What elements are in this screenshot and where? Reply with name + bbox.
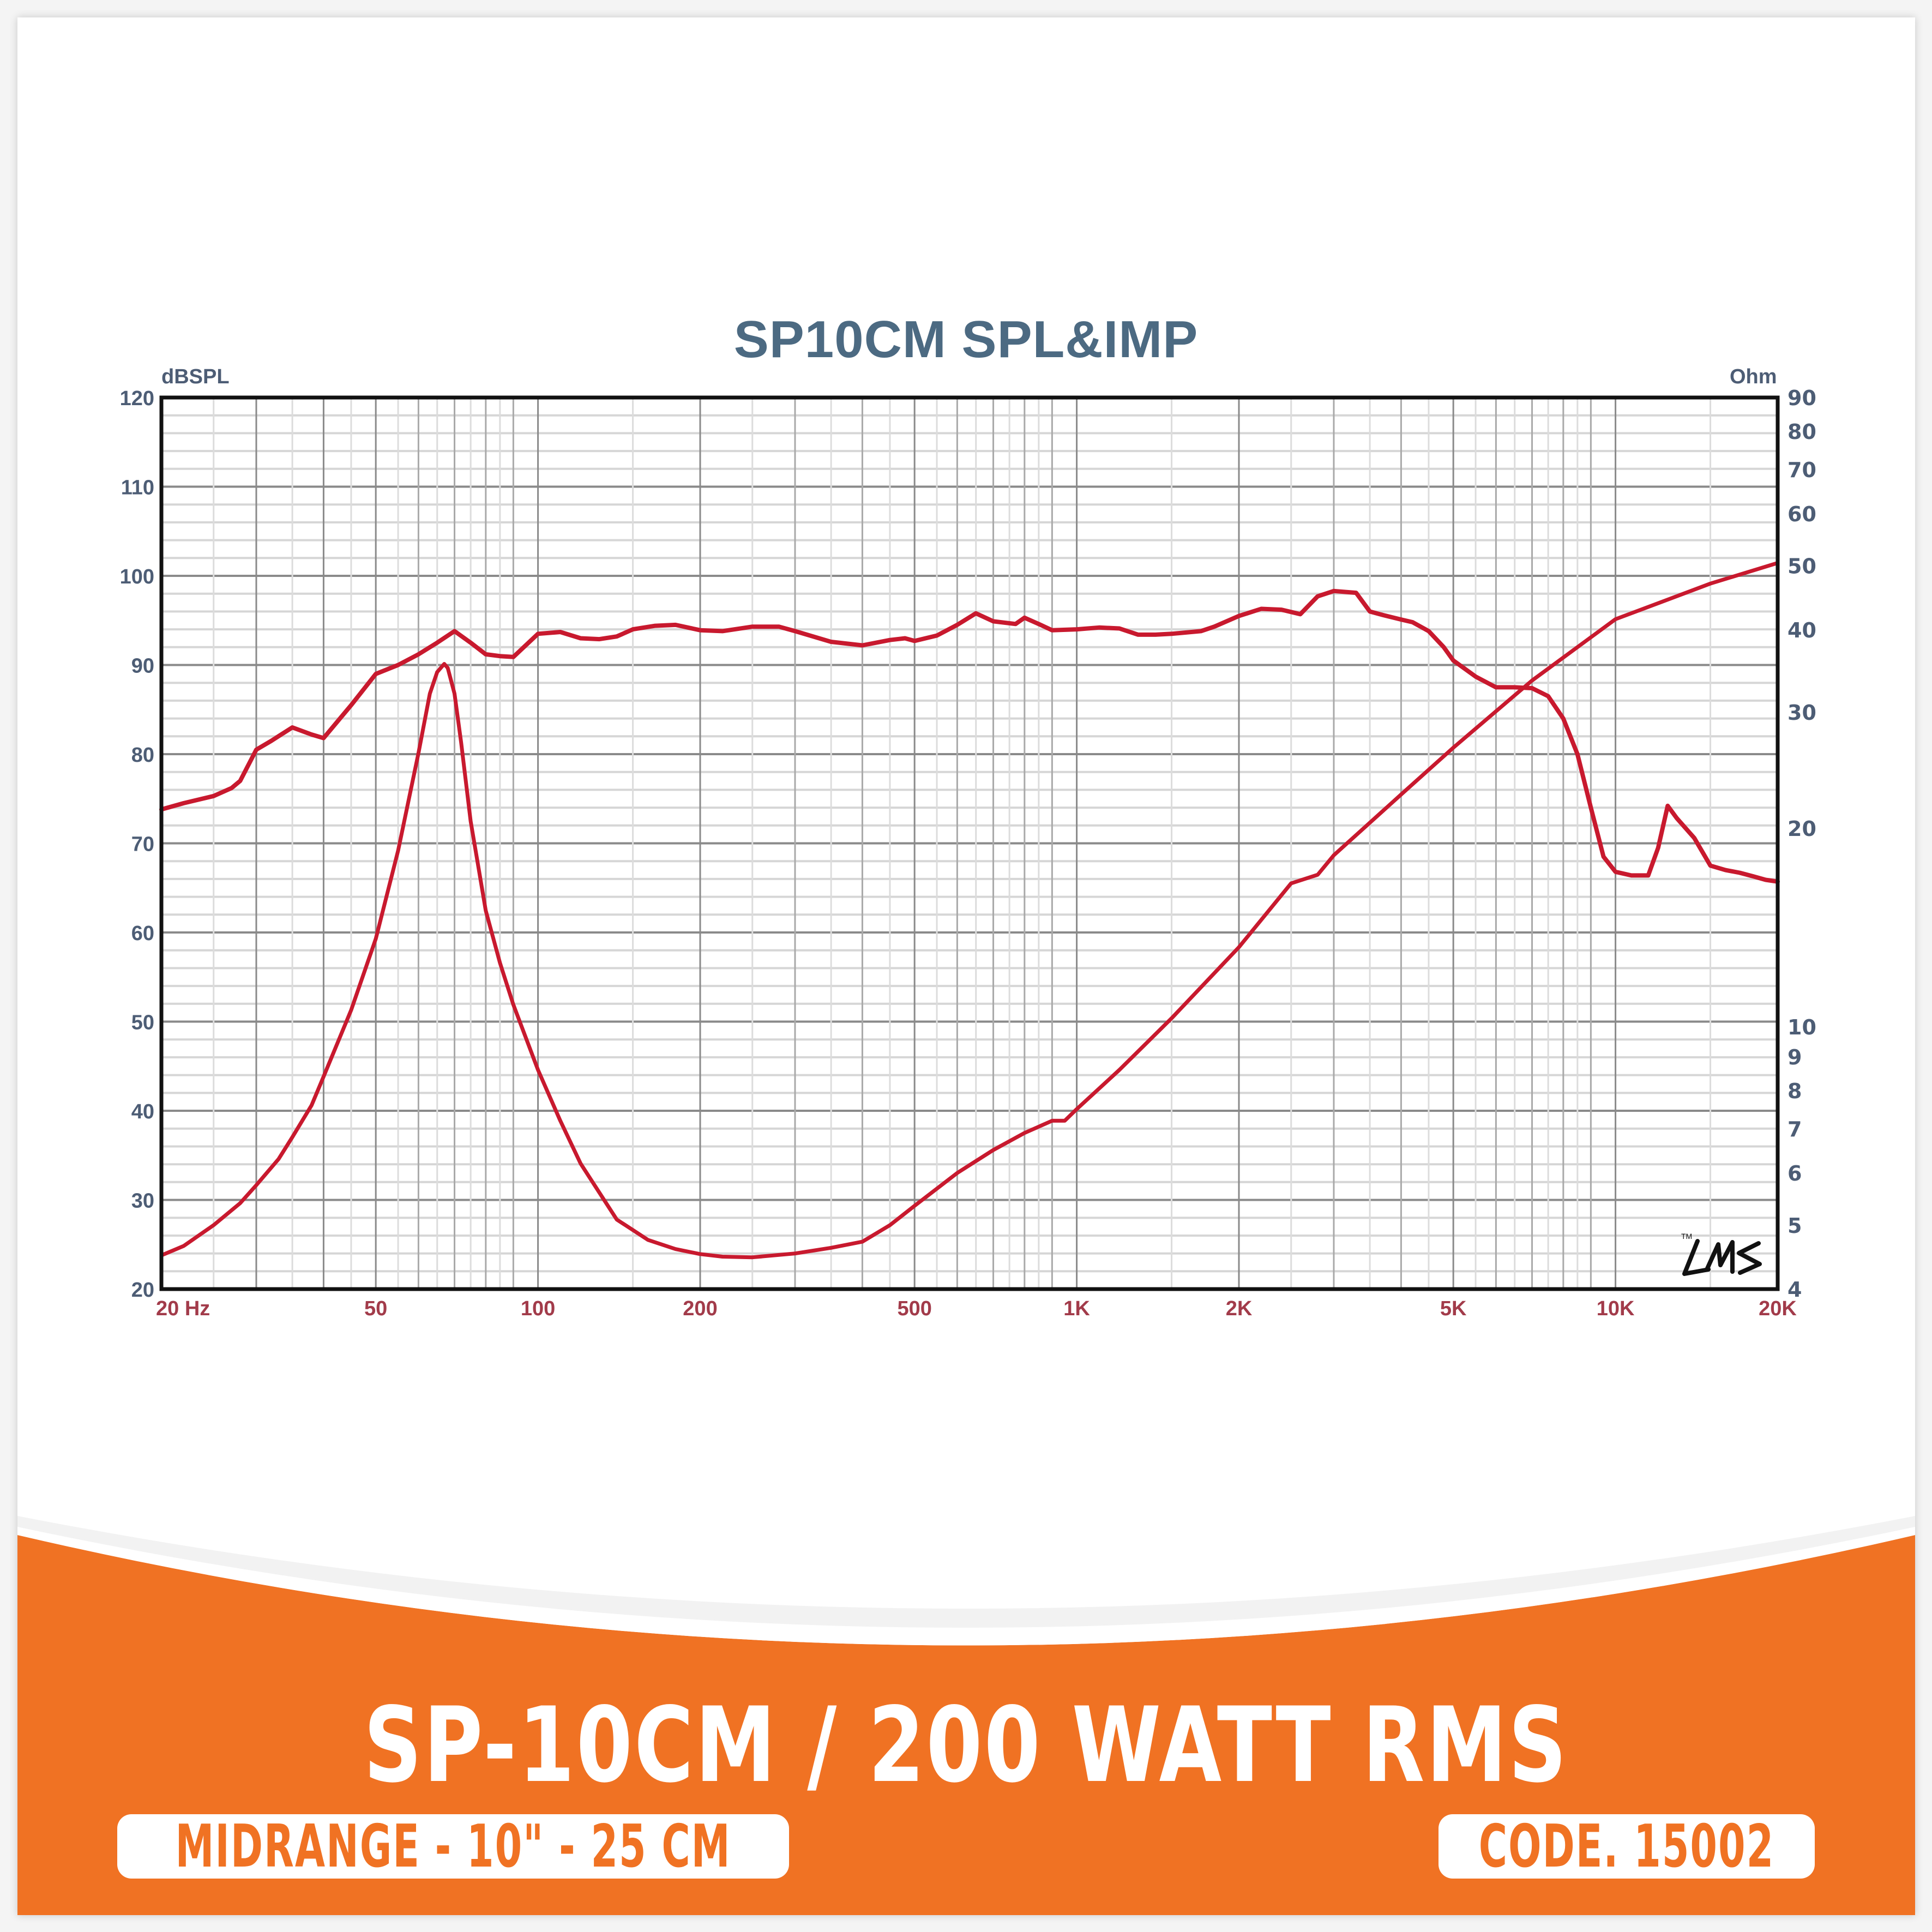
svg-text:100: 100 (120, 565, 154, 588)
axis-tick-labels: 120 110 100 90 80 70 60 50 40 30 20 90 80 70 60 50 40 30 2… (120, 386, 1816, 1320)
right-axis-unit: Ohm (1730, 365, 1777, 388)
svg-text:100: 100 (521, 1297, 555, 1320)
code-badge-label: CODE. 15002 (1478, 1812, 1775, 1881)
chart-title: SP10CM SPL&IMP (733, 310, 1199, 369)
svg-text:1K: 1K (1063, 1297, 1090, 1320)
svg-text:40: 40 (1787, 618, 1816, 642)
svg-text:2K: 2K (1226, 1297, 1253, 1320)
svg-text:20: 20 (131, 1279, 154, 1302)
svg-text:80: 80 (1787, 420, 1816, 444)
svg-text:7: 7 (1787, 1117, 1802, 1141)
svg-text:500: 500 (897, 1297, 931, 1320)
svg-text:90: 90 (131, 655, 154, 678)
svg-text:70: 70 (1787, 458, 1816, 482)
spl-curve (159, 588, 1780, 884)
svg-text:120: 120 (120, 387, 154, 410)
svg-text:200: 200 (683, 1297, 717, 1320)
svg-text:60: 60 (1787, 502, 1816, 526)
chart-grid (160, 396, 1779, 1290)
svg-text:90: 90 (1787, 386, 1816, 410)
svg-text:20K: 20K (1759, 1297, 1797, 1320)
svg-text:9: 9 (1787, 1045, 1802, 1069)
svg-text:30: 30 (1787, 701, 1816, 725)
svg-text:TM: TM (1681, 1232, 1692, 1241)
svg-text:50: 50 (1787, 555, 1816, 579)
svg-text:80: 80 (131, 744, 154, 767)
svg-text:10K: 10K (1597, 1297, 1635, 1320)
svg-text:40: 40 (131, 1100, 154, 1123)
impedance-curve (159, 561, 1780, 1260)
code-badge: CODE. 15002 (1439, 1812, 1815, 1881)
svg-text:4: 4 (1787, 1278, 1802, 1302)
svg-text:20 Hz: 20 Hz (156, 1297, 210, 1320)
svg-text:6: 6 (1787, 1161, 1802, 1185)
left-axis-unit: dBSPL (161, 365, 230, 388)
svg-text:30: 30 (131, 1190, 154, 1213)
svg-text:60: 60 (131, 922, 154, 945)
svg-text:10: 10 (1787, 1015, 1816, 1039)
svg-text:5: 5 (1787, 1214, 1802, 1238)
product-headline: SP-10CM / 200 WATT RMS (363, 1685, 1569, 1805)
svg-text:50: 50 (364, 1297, 387, 1320)
svg-text:70: 70 (131, 833, 154, 856)
svg-text:110: 110 (121, 477, 154, 499)
category-badge: MIDRANGE - 10" - 25 CM (117, 1812, 789, 1881)
chart-curves (159, 561, 1780, 1260)
svg-text:5K: 5K (1440, 1297, 1467, 1320)
category-badge-label: MIDRANGE - 10" - 25 CM (175, 1812, 731, 1881)
svg-text:50: 50 (131, 1012, 154, 1034)
svg-text:8: 8 (1787, 1079, 1802, 1103)
plot-frame (159, 395, 1780, 1291)
lms-logo: TM (1681, 1232, 1762, 1276)
svg-text:20: 20 (1787, 817, 1816, 841)
